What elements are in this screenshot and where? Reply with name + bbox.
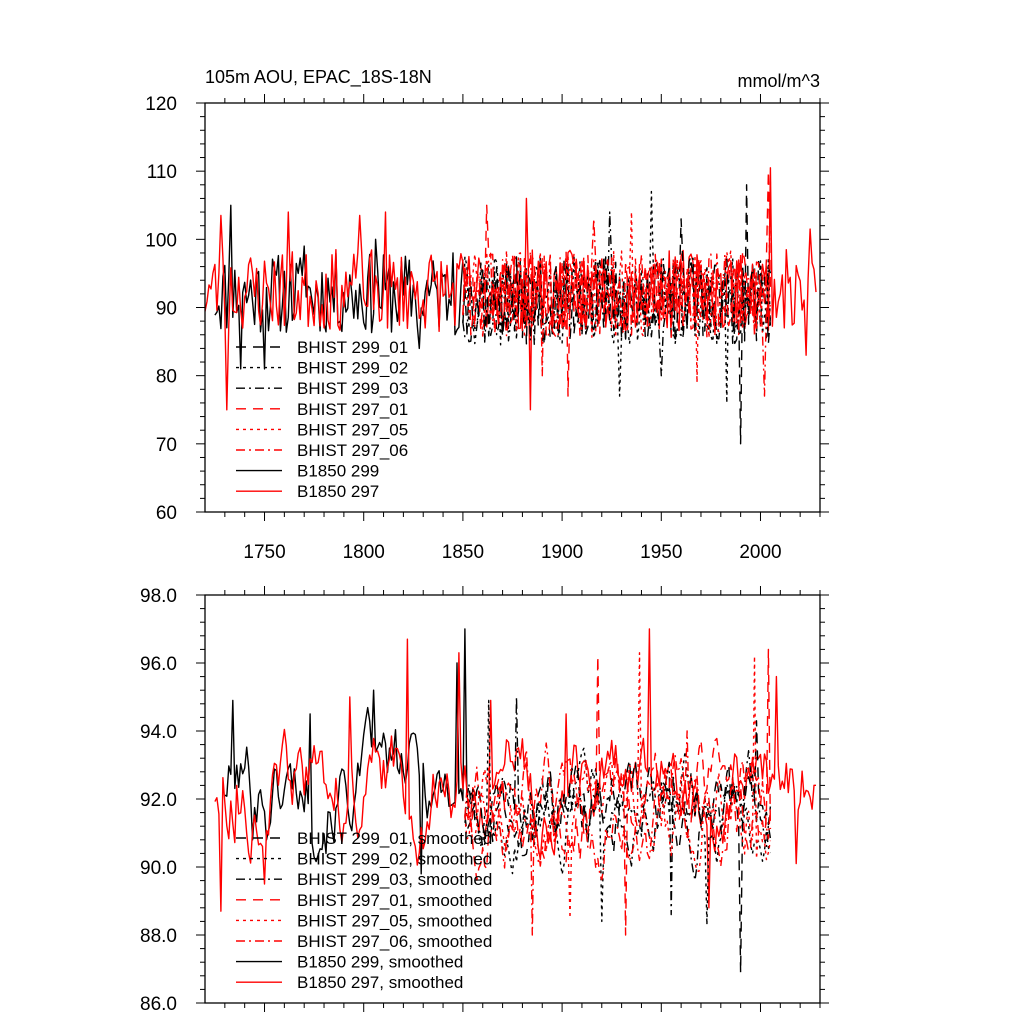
legend-label: B1850 297, smoothed <box>297 973 463 992</box>
y-tick-label: 80 <box>156 367 177 388</box>
y-tick-label: 100 <box>145 230 177 251</box>
aou-smoothed-panel: 86.0 88.0 90.0 92.0 94.0 96.0 98.0 BHIST 299_01… <box>140 586 829 1015</box>
legend-label: BHIST 299_03 <box>297 379 408 398</box>
y-tick-label: 92.0 <box>140 790 177 811</box>
y-tick-label: 110 <box>147 162 177 183</box>
y-tick-label: 94.0 <box>140 722 177 743</box>
legend-label: B1850 299, smoothed <box>297 953 463 972</box>
y-tick-label: 96.0 <box>140 654 177 675</box>
legend-label: B1850 297 <box>297 482 379 501</box>
x-tick-label: 2000 <box>739 542 781 563</box>
x-tick-label: 1750 <box>243 542 285 563</box>
legend-label: BHIST 299_01 <box>297 338 408 357</box>
legend-label: BHIST 297_01 <box>297 400 408 419</box>
legend-label: BHIST 299_03, smoothed <box>297 870 492 889</box>
series-line-b1850-299-smoothed <box>224 628 468 875</box>
series-line-bhist-297-05-smoothed <box>464 652 772 919</box>
y-tick-label: 98.0 <box>140 586 177 607</box>
y-tick-label: 70 <box>156 435 177 456</box>
x-tick-label: 1900 <box>541 542 583 563</box>
legend-label: B1850 299 <box>297 462 379 481</box>
aou-raw-panel: 60 70 80 90 100 110 120 1750 1800 1850 1900 1950 200… <box>145 94 829 563</box>
units-label: mmol/m^3 <box>738 71 820 91</box>
legend-label: BHIST 297_06, smoothed <box>297 932 492 951</box>
legend: BHIST 299_01, smoothed BHIST 299_02, smoo… <box>236 829 492 992</box>
chart-title: 105m AOU, EPAC_18S-18N <box>205 67 432 88</box>
x-tick-label: 1850 <box>442 542 484 563</box>
series-line-bhist-299-02-smoothed <box>464 699 772 926</box>
series-line-bhist-297-06-smoothed <box>464 730 772 936</box>
legend-label: BHIST 297_06 <box>297 441 408 460</box>
y-tick-label: 88.0 <box>140 926 177 947</box>
legend-label: BHIST 297_01, smoothed <box>297 891 492 910</box>
legend-label: BHIST 299_01, smoothed <box>297 829 492 848</box>
series-line-bhist-299-01-smoothed <box>464 720 772 974</box>
series-line-bhist-299-03-smoothed <box>464 696 772 916</box>
series-line-b1850-297-smoothed <box>214 628 816 912</box>
legend-label: BHIST 297_05 <box>297 420 408 439</box>
legend-label: BHIST 297_05, smoothed <box>297 911 492 930</box>
y-tick-label: 90.0 <box>140 858 177 879</box>
series-line-bhist-297-06 <box>462 218 772 397</box>
legend-label: BHIST 299_02, smoothed <box>297 850 492 869</box>
legend-label: BHIST 299_02 <box>297 359 408 378</box>
series-line-bhist-297-01-smoothed <box>464 648 772 936</box>
y-tick-label: 90 <box>156 299 177 320</box>
y-tick-label: 120 <box>145 94 177 115</box>
x-tick-label: 1800 <box>343 542 385 563</box>
x-tick-label: 1950 <box>640 542 682 563</box>
y-tick-label: 86.0 <box>140 994 177 1015</box>
y-tick-label: 60 <box>156 503 177 524</box>
